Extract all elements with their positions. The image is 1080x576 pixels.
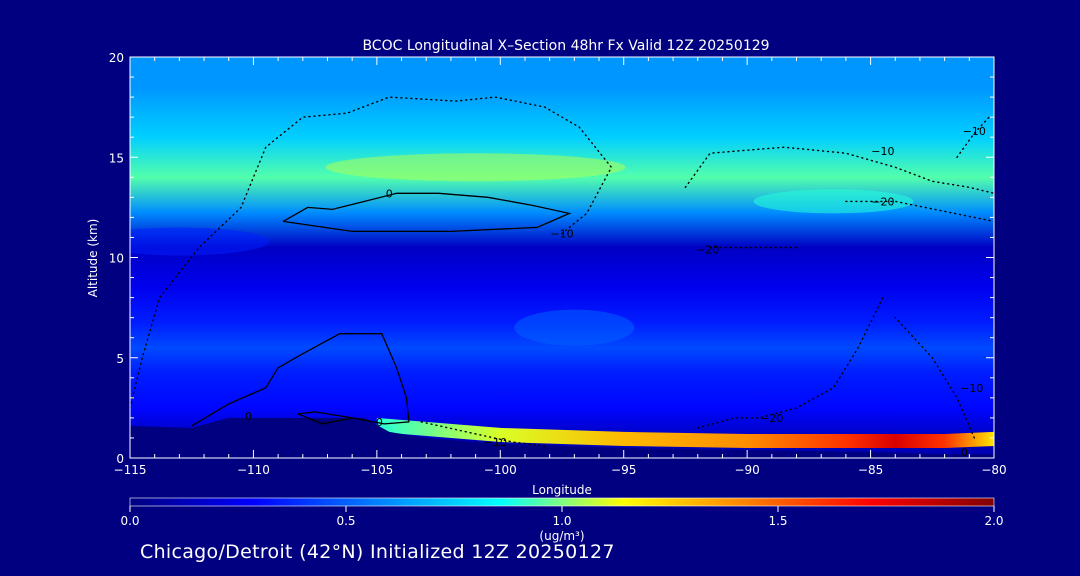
x-tick-label: −90 [734,463,759,477]
contour-label: −10 [550,227,573,240]
colorbar-tick-label: 0.5 [336,514,355,528]
contour-label: 0 [386,187,393,200]
terrain-fill [130,417,994,458]
contour-label: −20 [696,243,719,256]
surface-maximum-layer [376,417,994,448]
terrain-layer [130,417,994,458]
temperature-contour [282,192,572,233]
colorbar-tick-label: 0.0 [120,514,139,528]
contour-label: −20 [871,195,894,208]
x-tick-label: −110 [237,463,270,477]
x-tick-label: −85 [858,463,883,477]
y-tick-label: 20 [109,51,124,65]
plot-area: 0 0 0 0 −10 −10 −10 −10 −10 −20 −20 −20 [130,57,994,459]
x-tick-label: −80 [981,463,1006,477]
colorbar-unit-label: (ug/m³) [539,529,584,543]
concentration-feature [130,227,270,256]
colorbar-tick-label: 2.0 [984,514,1003,528]
contour-label: −20 [760,412,783,425]
footer-caption: Chicago/Detroit (42°N) Initialized 12Z 2… [140,541,615,563]
contour-label: −10 [871,145,894,158]
y-axis-label: Altitude (km) [86,219,100,298]
colorbar-strip [129,497,995,507]
chart-title: BCOC Longitudinal X–Section 48hr Fx Vali… [362,38,769,54]
y-tick-label: 15 [109,151,124,165]
colorbar-tick-label: 1.5 [768,514,787,528]
concentration-feature [753,189,914,214]
temperature-contour [845,200,994,223]
temperature-contour [191,333,410,427]
temperature-contour [956,116,990,158]
temperature-contour [130,96,613,409]
contour-label: 0 [961,446,968,459]
temperature-contour [697,296,884,429]
contour-label: −10 [960,382,983,395]
y-tick-label: 0 [116,452,124,466]
y-tick-label: 5 [116,352,124,366]
contour-label: 0 [245,410,252,423]
x-axis-label: Longitude [532,483,592,497]
temperature-contour [420,421,546,447]
concentration-feature [325,153,626,182]
surface-maximum-band [376,417,994,448]
contour-label: −10 [484,436,507,449]
concentration-field [130,57,994,458]
x-tick-label: −115 [114,463,147,477]
y-tick-label: 10 [109,252,124,266]
concentration-feature [514,309,635,346]
contour-label: 0 [376,416,383,429]
x-tick-label: −95 [611,463,636,477]
contour-label: −10 [963,125,986,138]
x-axis: −115 −110 −105 −100 −95 −90 −85 −80 [114,57,1007,477]
x-tick-label: −100 [484,463,517,477]
x-tick-label: −105 [360,463,393,477]
colorbar-tick-label: 1.0 [552,514,571,528]
temperature-contours: 0 0 0 0 −10 −10 −10 −10 −10 −20 −20 −20 [130,96,994,459]
colorbar-ticks: 0.0 0.5 1.0 1.5 2.0 [120,506,1004,528]
y-axis: 0 5 10 15 20 [109,51,994,466]
colorbar: 0.0 0.5 1.0 1.5 2.0 (ug/m³) [120,497,1004,543]
concentration-features [130,153,914,346]
temperature-contour [684,146,994,194]
